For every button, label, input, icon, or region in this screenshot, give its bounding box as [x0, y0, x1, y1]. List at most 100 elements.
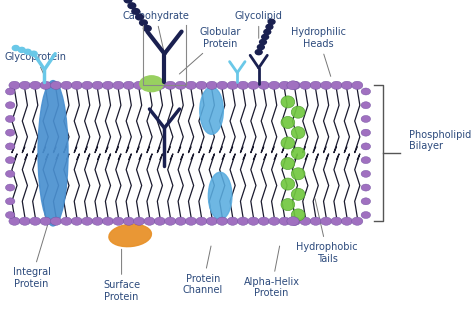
Ellipse shape: [281, 137, 295, 149]
Circle shape: [144, 26, 151, 31]
Circle shape: [102, 81, 114, 89]
Circle shape: [289, 81, 301, 89]
Circle shape: [260, 40, 266, 45]
Circle shape: [19, 217, 30, 225]
Circle shape: [268, 19, 275, 24]
Circle shape: [40, 81, 51, 89]
Circle shape: [50, 81, 62, 89]
Circle shape: [5, 129, 15, 136]
Circle shape: [361, 198, 371, 205]
Circle shape: [124, 0, 132, 3]
Circle shape: [102, 217, 114, 225]
Circle shape: [361, 129, 371, 136]
Circle shape: [352, 217, 363, 225]
Circle shape: [30, 217, 41, 225]
Circle shape: [361, 115, 371, 122]
Circle shape: [341, 81, 353, 89]
Circle shape: [19, 81, 30, 89]
Circle shape: [40, 217, 51, 225]
Circle shape: [269, 217, 280, 225]
Circle shape: [361, 211, 371, 219]
Ellipse shape: [281, 158, 295, 169]
Circle shape: [352, 81, 363, 89]
Circle shape: [361, 170, 371, 177]
Circle shape: [5, 170, 15, 177]
Circle shape: [5, 102, 15, 109]
Circle shape: [82, 217, 93, 225]
Circle shape: [134, 81, 145, 89]
Circle shape: [361, 157, 371, 164]
Circle shape: [71, 217, 82, 225]
Circle shape: [5, 211, 15, 219]
Circle shape: [136, 14, 144, 20]
Circle shape: [258, 217, 269, 225]
Circle shape: [331, 217, 342, 225]
Circle shape: [257, 45, 264, 50]
Circle shape: [248, 217, 259, 225]
Circle shape: [113, 81, 124, 89]
Circle shape: [227, 217, 238, 225]
Circle shape: [82, 81, 93, 89]
Circle shape: [320, 81, 332, 89]
Circle shape: [155, 217, 165, 225]
Ellipse shape: [281, 178, 295, 190]
Ellipse shape: [38, 81, 68, 226]
Circle shape: [266, 24, 273, 29]
Circle shape: [279, 81, 290, 89]
Ellipse shape: [292, 147, 305, 159]
Ellipse shape: [292, 209, 305, 221]
Circle shape: [50, 217, 62, 225]
Circle shape: [9, 81, 20, 89]
Circle shape: [248, 81, 259, 89]
Circle shape: [128, 3, 136, 9]
Circle shape: [217, 217, 228, 225]
Circle shape: [12, 46, 19, 51]
Circle shape: [300, 81, 311, 89]
Circle shape: [185, 81, 197, 89]
Circle shape: [5, 198, 15, 205]
Circle shape: [310, 217, 321, 225]
Circle shape: [5, 88, 15, 95]
Circle shape: [258, 81, 269, 89]
Circle shape: [18, 47, 25, 52]
Text: Hydrophilic
Heads: Hydrophilic Heads: [291, 27, 346, 76]
Circle shape: [320, 217, 332, 225]
Circle shape: [331, 81, 342, 89]
Circle shape: [139, 20, 147, 26]
Text: Surface
Protein: Surface Protein: [103, 249, 140, 301]
Ellipse shape: [292, 168, 305, 180]
Circle shape: [5, 143, 15, 150]
Circle shape: [123, 81, 134, 89]
Circle shape: [30, 81, 41, 89]
Circle shape: [255, 50, 262, 55]
Circle shape: [165, 217, 176, 225]
Circle shape: [61, 217, 72, 225]
Text: Hydrophobic
Tails: Hydrophobic Tails: [296, 199, 358, 264]
Circle shape: [5, 157, 15, 164]
Circle shape: [9, 217, 20, 225]
Circle shape: [206, 217, 218, 225]
Circle shape: [92, 81, 103, 89]
Circle shape: [237, 81, 248, 89]
Circle shape: [61, 81, 72, 89]
Circle shape: [227, 81, 238, 89]
Text: Alpha-Helix
Protein: Alpha-Helix Protein: [244, 246, 300, 298]
Circle shape: [196, 81, 207, 89]
Circle shape: [262, 34, 269, 40]
Ellipse shape: [292, 106, 305, 118]
Circle shape: [361, 143, 371, 150]
Circle shape: [30, 51, 37, 56]
Circle shape: [217, 81, 228, 89]
Text: Protein
Channel: Protein Channel: [183, 246, 223, 295]
Ellipse shape: [281, 96, 295, 108]
Circle shape: [155, 81, 165, 89]
Circle shape: [5, 115, 15, 122]
Circle shape: [92, 217, 103, 225]
Circle shape: [24, 49, 31, 54]
Circle shape: [361, 102, 371, 109]
Circle shape: [71, 81, 82, 89]
Circle shape: [289, 217, 301, 225]
Circle shape: [165, 81, 176, 89]
Circle shape: [175, 81, 186, 89]
Ellipse shape: [292, 188, 305, 200]
